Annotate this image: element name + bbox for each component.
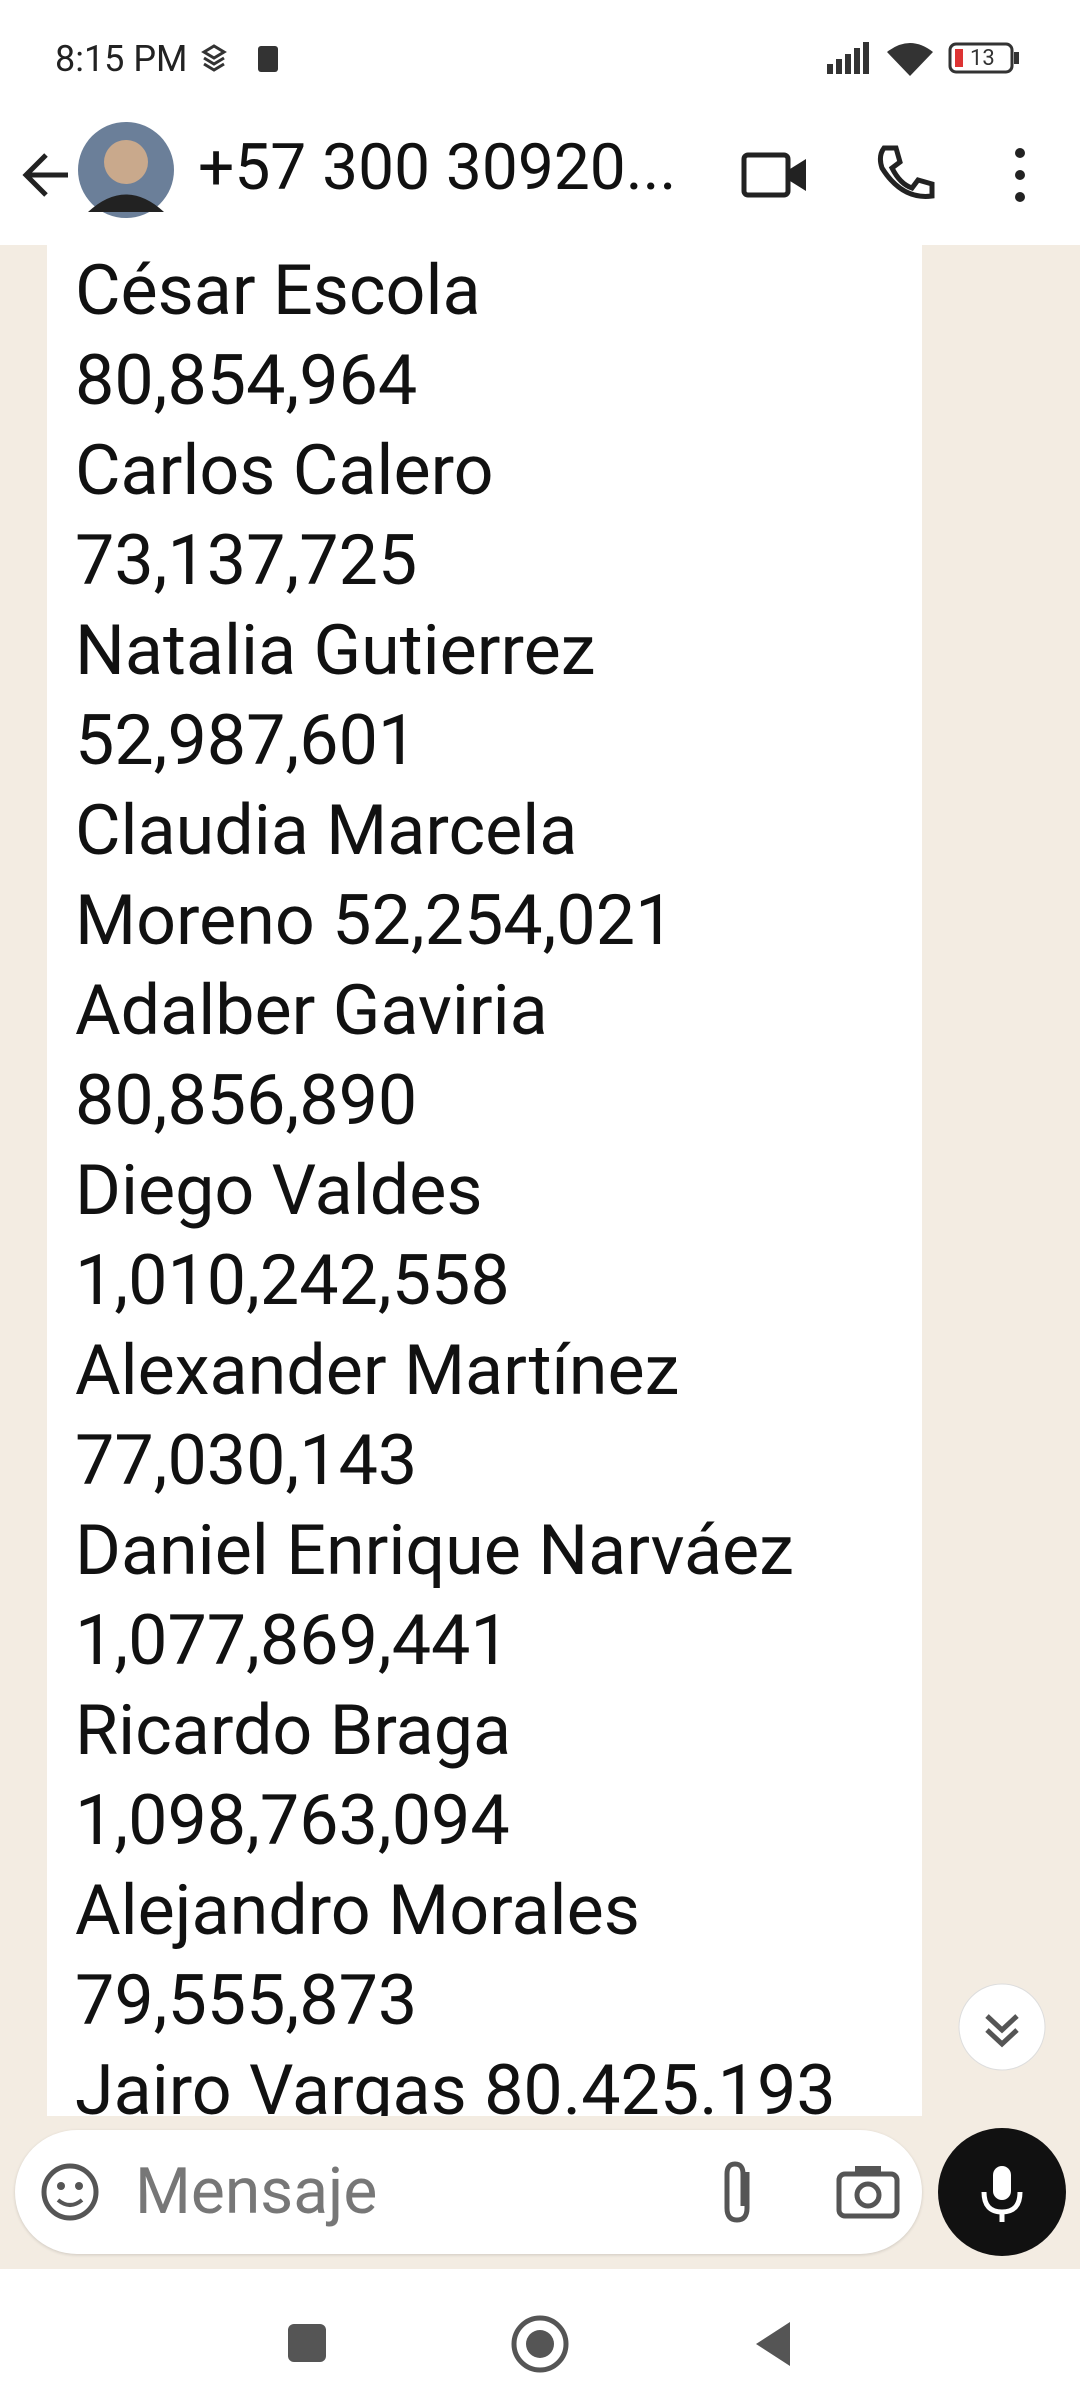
message-line: 77,030,143 bbox=[75, 1420, 418, 1502]
back-button[interactable] bbox=[18, 145, 78, 205]
menu[interactable] bbox=[1005, 145, 1035, 205]
message-line: Carlos Calero bbox=[75, 430, 494, 512]
scroll-down[interactable] bbox=[957, 1982, 1047, 2072]
voice-call[interactable] bbox=[872, 142, 936, 206]
message-line: 1,010,242,558 bbox=[75, 1240, 510, 1322]
emoji-button[interactable] bbox=[40, 2162, 100, 2222]
message-line: Daniel Enrique Narváez bbox=[75, 1510, 794, 1592]
message-line: 52,987,601 bbox=[75, 700, 418, 782]
battery-level: 13 bbox=[970, 46, 995, 71]
message-line: 1,077,869,441 bbox=[75, 1600, 510, 1682]
attach-button[interactable] bbox=[715, 2158, 765, 2228]
mic-button[interactable] bbox=[938, 2128, 1066, 2256]
message-line: Jairo Vargas 80.425.193 bbox=[75, 2050, 836, 2116]
message-line: 80,854,964 bbox=[75, 340, 418, 422]
message-line: Moreno 52,254,021 bbox=[75, 880, 675, 962]
message-line: Claudia Marcela bbox=[75, 790, 578, 872]
signal-wifi bbox=[827, 42, 1019, 76]
message-line: Alexander Martínez bbox=[75, 1330, 680, 1412]
input-bar[interactable]: Mensaje bbox=[15, 2130, 922, 2254]
message-input[interactable]: Mensaje bbox=[135, 2154, 378, 2229]
camera-button[interactable] bbox=[835, 2160, 901, 2220]
contact-name[interactable]: +57 300 30920... bbox=[198, 130, 677, 205]
status-icons bbox=[201, 44, 278, 72]
time: 8:15 PM bbox=[55, 38, 188, 80]
message-bubble: César Escola 80,854,964 Carlos Calero 73,13… bbox=[47, 245, 922, 2116]
avatar[interactable] bbox=[78, 122, 174, 218]
message-line: 73,137,725 bbox=[75, 520, 418, 602]
nav-bar bbox=[0, 2269, 1080, 2400]
chat-header: +57 300 30920... bbox=[0, 120, 1080, 245]
message-line: Adalber Gaviria bbox=[75, 970, 548, 1052]
message-line: Diego Valdes bbox=[75, 1150, 483, 1232]
message-line: Natalia Gutierrez bbox=[75, 610, 596, 692]
message-line: César Escola bbox=[75, 250, 481, 332]
status-bar: 8:15 PM 13 bbox=[0, 0, 1080, 120]
message-line: 1,098,763,094 bbox=[75, 1780, 510, 1862]
video-call[interactable] bbox=[740, 145, 810, 205]
message-line: Alejandro Morales bbox=[75, 1870, 640, 1952]
message-line: 80,856,890 bbox=[75, 1060, 418, 1142]
message-line: 79,555,873 bbox=[75, 1960, 418, 2042]
nav-buttons[interactable] bbox=[280, 2314, 800, 2374]
message-line: Ricardo Braga bbox=[75, 1690, 512, 1772]
